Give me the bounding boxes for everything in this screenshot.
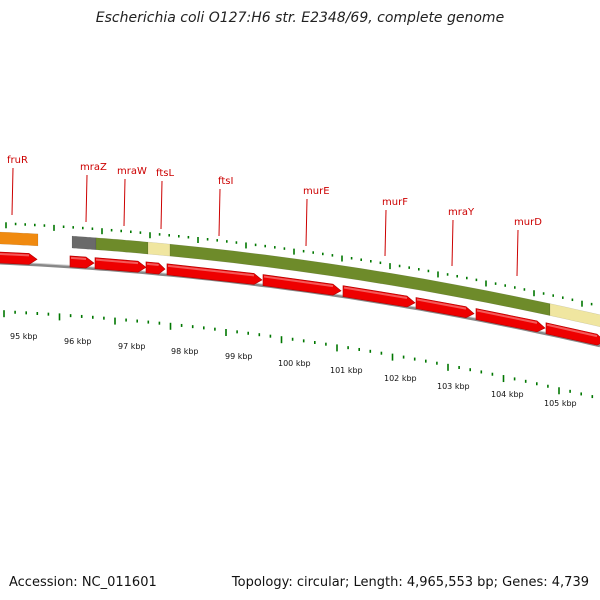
- cds-arrow-shine: [0, 252, 30, 257]
- scale-label: 97 kbp: [118, 342, 146, 351]
- gene-leader-line: [160, 180, 163, 230]
- cds-arrow-shine: [167, 264, 255, 277]
- gene-leader-line: [11, 167, 14, 216]
- gene-label-ftsI[interactable]: ftsI: [218, 176, 233, 187]
- category-segment-olive: [95, 237, 149, 255]
- gene-leader-line: [305, 198, 308, 247]
- category-segment-grey: [71, 235, 97, 250]
- scale-label: 96 kbp: [64, 337, 92, 346]
- gene-label-mraW[interactable]: mraW: [117, 166, 147, 177]
- cds-arrow-shine: [70, 256, 87, 261]
- cds-arrow[interactable]: [475, 308, 546, 333]
- accession-label: Accession: NC_011601: [9, 575, 157, 590]
- scale-label: 98 kbp: [171, 347, 199, 356]
- cds-arrow-shine: [146, 262, 159, 267]
- gene-label-ftsL[interactable]: ftsL: [156, 168, 174, 179]
- category-segment-yellow: [549, 303, 600, 328]
- gene-leader-line: [516, 229, 519, 277]
- scale-label: 95 kbp: [10, 332, 38, 341]
- category-segment-orange: [0, 231, 39, 247]
- gene-label-fruR[interactable]: fruR: [7, 155, 28, 166]
- cds-arrow[interactable]: [145, 261, 166, 275]
- cds-arrow[interactable]: [166, 263, 263, 285]
- cds-arrow-shine: [95, 258, 139, 265]
- gene-leader-line: [384, 209, 387, 257]
- gene-leader-line: [123, 178, 126, 227]
- cds-arrow[interactable]: [262, 274, 342, 296]
- scale-label: 104 kbp: [491, 390, 524, 399]
- gene-label-murE[interactable]: murE: [303, 186, 330, 197]
- gene-label-mraZ[interactable]: mraZ: [80, 162, 107, 173]
- cds-arrow-shine: [263, 275, 334, 288]
- cds-arrow[interactable]: [94, 257, 147, 273]
- cds-arrow[interactable]: [0, 251, 38, 265]
- genome-title: Escherichia coli O127:H6 str. E2348/69, …: [95, 10, 505, 26]
- scale-label: 101 kbp: [330, 366, 363, 375]
- gene-label-mraY[interactable]: mraY: [448, 207, 475, 218]
- cds-arrow-shine: [476, 309, 538, 324]
- category-segment-yellow: [147, 241, 171, 257]
- cds-arrow-shine: [343, 286, 408, 299]
- scale-label: 103 kbp: [437, 382, 470, 391]
- scale-label: 105 kbp: [544, 399, 577, 408]
- cds-arrow[interactable]: [545, 322, 600, 346]
- cds-arrow-shine: [546, 323, 598, 338]
- scale-label: 99 kbp: [225, 352, 253, 361]
- gene-leader-line: [218, 188, 221, 237]
- cds-arrow[interactable]: [415, 297, 475, 318]
- cds-arrow[interactable]: [69, 255, 95, 269]
- topology-label: Topology: circular; Length: 4,965,553 bp…: [231, 575, 589, 590]
- scale-label: 102 kbp: [384, 374, 417, 383]
- gene-leader-line: [451, 219, 454, 267]
- cds-arrow[interactable]: [342, 285, 416, 308]
- scale-label: 100 kbp: [278, 359, 311, 368]
- cds-arrow-shine: [416, 298, 467, 310]
- gene-leader-line: [85, 174, 88, 223]
- gene-label-murF[interactable]: murF: [382, 197, 408, 208]
- gene-label-murD[interactable]: murD: [514, 217, 542, 228]
